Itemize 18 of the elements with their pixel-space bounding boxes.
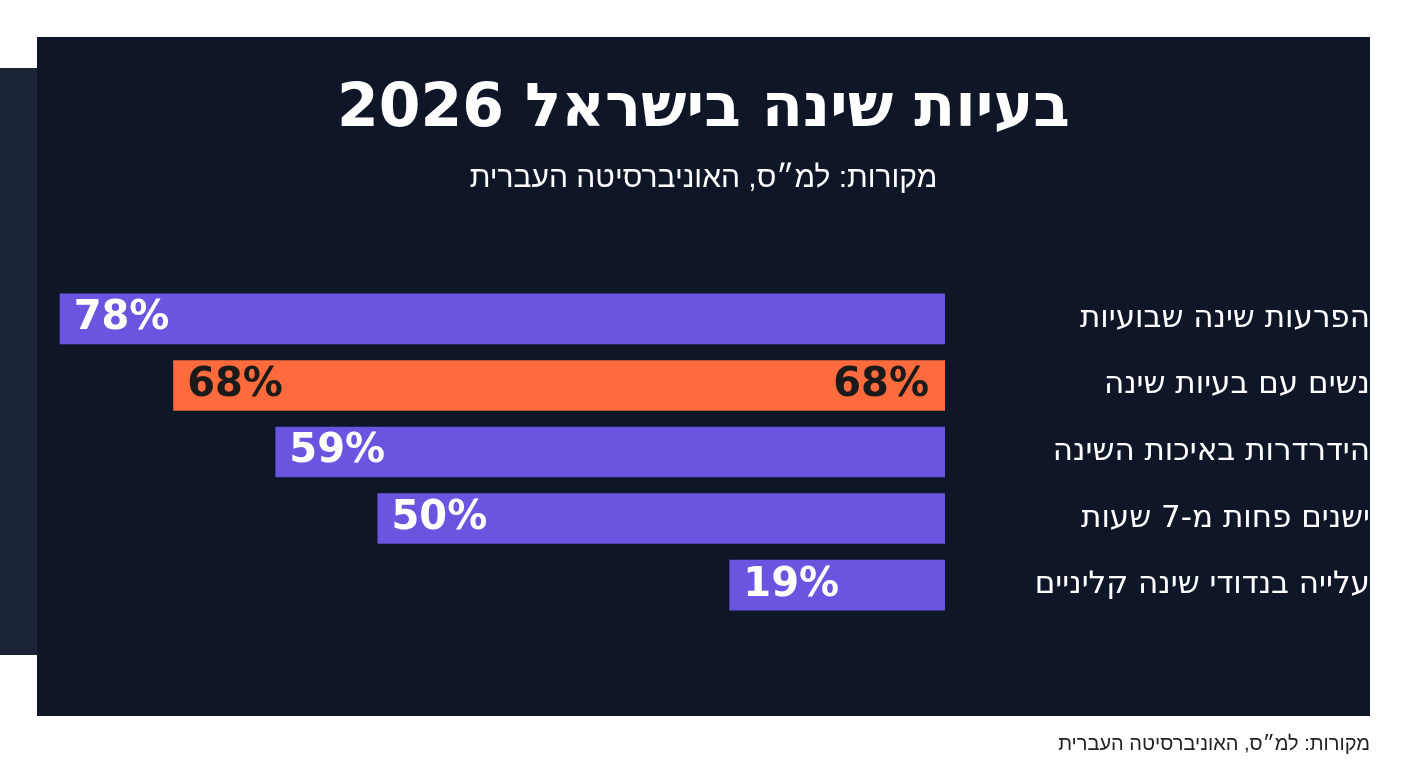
bar bbox=[59, 293, 945, 345]
bar bbox=[275, 426, 945, 478]
data-label: 59% bbox=[289, 425, 386, 472]
data-label: 78% bbox=[73, 292, 170, 339]
data-label: 50% bbox=[391, 491, 488, 538]
chart-title: בעיות שינה בישראל 2026 bbox=[336, 70, 1071, 140]
data-label: 19% bbox=[743, 558, 840, 605]
y-tick-label: עלייה בנדודי שינה קליניים bbox=[1034, 564, 1370, 601]
text: מקורות: למ״ס, האוניברסיטה העברית bbox=[1058, 732, 1370, 755]
y-tick-label: הפרעות שינה שבועיות bbox=[1079, 297, 1370, 334]
bar bbox=[377, 493, 945, 544]
y-tick-label: נשים עם בעיות שינה bbox=[1103, 364, 1370, 401]
chart-subtitle: מקורות: למ״ס, האוניברסיטה העברית bbox=[468, 160, 939, 194]
data-label: 68% bbox=[187, 358, 283, 405]
y-tick-label: ישנים פחות מ-7 שעות bbox=[1081, 497, 1370, 534]
bar bbox=[173, 360, 945, 411]
y-tick-label: הידרדרות באיכות השינה bbox=[1052, 431, 1370, 468]
annotation: 68% bbox=[833, 358, 929, 405]
